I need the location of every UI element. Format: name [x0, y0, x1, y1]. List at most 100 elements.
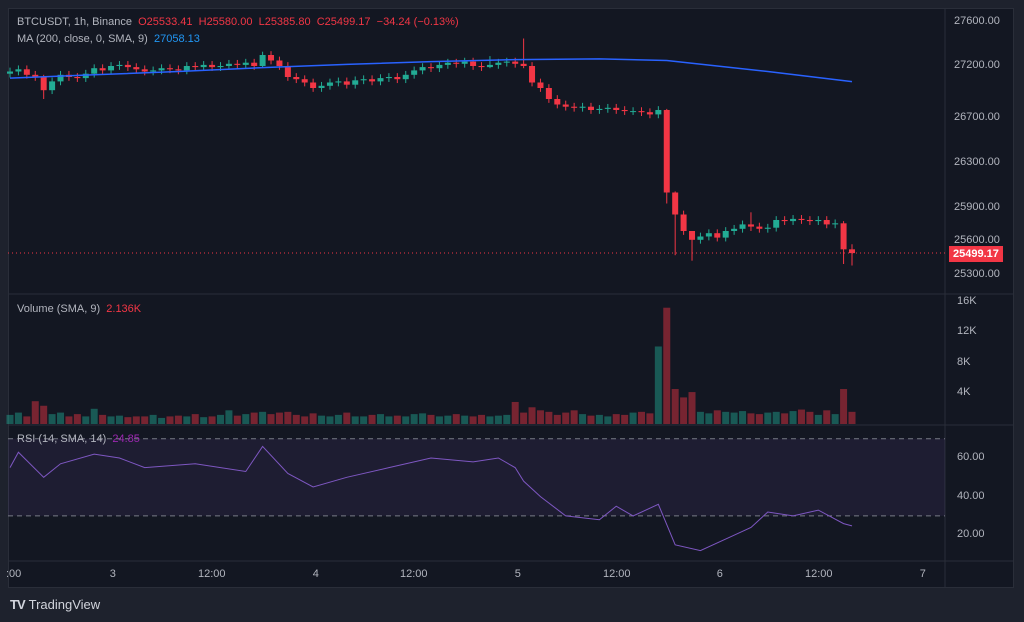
candle-body — [150, 70, 157, 72]
candle-body — [444, 62, 451, 65]
candle-body — [209, 64, 216, 68]
candle-body — [520, 63, 527, 66]
candle-body — [49, 81, 56, 91]
volume-bar — [284, 411, 292, 424]
rsi-legend[interactable]: RSI (14, SMA, 14) 24.85 — [17, 433, 140, 445]
rsi-tick: 20.00 — [957, 528, 985, 540]
candle-body — [141, 69, 148, 72]
volume-bar — [191, 414, 199, 424]
candle-body — [192, 66, 199, 68]
volume-bar — [654, 346, 662, 424]
volume-bar — [730, 412, 738, 424]
volume-bar — [174, 415, 182, 424]
volume-bar — [419, 413, 427, 424]
candle-body — [57, 74, 64, 82]
candle-body — [486, 64, 493, 68]
volume-bar — [225, 410, 233, 424]
volume-bar — [326, 416, 334, 424]
volume-bar — [31, 401, 39, 424]
volume-bar — [452, 414, 460, 424]
volume-bar — [814, 414, 822, 424]
volume-bar — [149, 414, 157, 424]
candle-body — [478, 66, 485, 68]
volume-bar — [208, 416, 216, 424]
volume-bar — [65, 416, 73, 424]
volume-bar — [334, 414, 342, 424]
candle-body — [689, 231, 696, 240]
candle-body — [512, 61, 519, 64]
candle-body — [343, 81, 350, 85]
candle-body — [15, 69, 22, 72]
ohlc-change: −34.24 (−0.13%) — [376, 16, 459, 28]
volume-tick: 4K — [957, 386, 971, 398]
ma-value: 27058.13 — [153, 33, 200, 45]
volume-bar — [435, 416, 443, 424]
candle-body — [672, 192, 679, 215]
volume-bar — [351, 416, 359, 424]
volume-bar — [570, 410, 578, 424]
volume-bar — [797, 409, 805, 424]
volume-bar — [663, 307, 671, 424]
price-tick: 25600.00 — [954, 234, 1000, 246]
ohlc-high: H25580.00 — [198, 16, 253, 28]
volume-bar — [478, 414, 486, 424]
chart-frame[interactable] — [8, 8, 1014, 588]
candle-body — [217, 66, 224, 68]
candle-body — [360, 79, 367, 81]
volume-bar — [772, 411, 780, 424]
rsi-line — [9, 445, 853, 552]
volume-bar — [107, 416, 115, 424]
volume-tick: 16K — [957, 295, 977, 307]
price-tick: 26700.00 — [954, 111, 1000, 123]
volume-bar — [764, 412, 772, 424]
rsi-tick: 40.00 — [957, 490, 985, 502]
symbol-legend: BTCUSDT, 1h, Binance O25533.41 H25580.00… — [17, 16, 459, 28]
ma-legend[interactable]: MA (200, close, 0, SMA, 9) 27058.13 — [17, 33, 200, 45]
price-tick: 27600.00 — [954, 15, 1000, 27]
ohlc-close: C25499.17 — [316, 16, 371, 28]
candle-body — [579, 106, 586, 108]
volume-bar — [520, 412, 528, 424]
candle-body — [242, 62, 249, 65]
volume-bar — [671, 389, 679, 424]
volume-bar — [494, 415, 502, 424]
time-tick: 12:00 — [400, 568, 428, 580]
volume-bar — [789, 411, 797, 424]
price-tick: 26300.00 — [954, 156, 1000, 168]
rsi-value: 24.85 — [112, 433, 140, 445]
volume-bar — [848, 411, 856, 424]
volume-bar — [739, 411, 747, 424]
candle-body — [495, 62, 502, 65]
symbol-label: BTCUSDT, 1h, Binance — [17, 16, 132, 28]
candle-body — [251, 62, 258, 66]
volume-bar — [688, 392, 696, 424]
tradingview-brand[interactable]: TV TradingView — [10, 597, 100, 612]
volume-bar — [14, 412, 22, 424]
volume-legend[interactable]: Volume (SMA, 9) 2.136K — [17, 303, 141, 315]
volume-bar — [831, 414, 839, 424]
time-tick: 7 — [919, 568, 926, 580]
candle-body — [562, 104, 569, 107]
time-tick: 6 — [716, 568, 723, 580]
volume-bar — [233, 415, 241, 424]
candle-body — [722, 231, 729, 238]
volume-bar — [840, 389, 848, 424]
candle-body — [369, 79, 376, 82]
time-tick: 12:00 — [805, 568, 833, 580]
volume-bar — [705, 413, 713, 424]
volume-bar — [486, 416, 494, 424]
candle-body — [554, 99, 561, 105]
volume-bar — [90, 408, 98, 424]
candle-body — [310, 82, 317, 88]
ohlc-low: L25385.80 — [258, 16, 311, 28]
candle-body — [23, 69, 30, 75]
candle-body — [630, 111, 637, 113]
candle-body — [276, 60, 283, 66]
candle-body — [571, 106, 578, 108]
volume-bar — [629, 412, 637, 424]
candle-body — [823, 220, 830, 225]
candle-body — [655, 110, 662, 115]
volume-bar — [318, 415, 326, 424]
volume-bar — [638, 411, 645, 424]
